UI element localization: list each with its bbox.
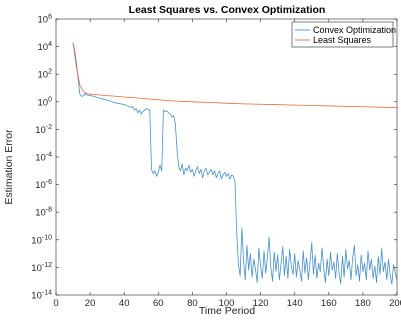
y-axis: 106 104 102 100 10-2 10-4 10-6 10-8 10-10 10-12 10… — [31, 14, 397, 302]
x-tick-label: 40 — [119, 298, 130, 309]
x-tick-label: 60 — [153, 298, 164, 309]
x-axis-label: Time Period — [199, 305, 255, 317]
y-tick-label: 10-2 — [35, 124, 52, 136]
y-tick-label: 10-8 — [35, 207, 52, 219]
legend-entry: Least Squares — [313, 35, 372, 45]
y-tick-label: 10-4 — [35, 152, 52, 164]
chart-title: Least Squares vs. Convex Optimization — [129, 4, 326, 16]
y-tick-label: 106 — [38, 14, 53, 26]
plot-background — [56, 19, 397, 295]
y-tick-label: 10-10 — [31, 234, 52, 246]
legend-box — [291, 21, 394, 48]
x-tick-label: 100 — [219, 298, 235, 309]
y-tick-label: 104 — [38, 41, 53, 53]
legend-entry: Convex Optimization — [313, 25, 396, 35]
series-line-convex-optimization — [72, 42, 398, 285]
y-tick-label: 100 — [38, 96, 53, 108]
x-tick-label: 140 — [287, 298, 303, 309]
y-tick-label: 10-14 — [31, 290, 52, 302]
x-tick-label: 20 — [85, 298, 96, 309]
series-line-least-squares — [72, 42, 398, 108]
x-tick-label: 180 — [355, 298, 371, 309]
x-tick-label: 80 — [187, 298, 198, 309]
x-tick-label: 120 — [253, 298, 269, 309]
y-tick-label: 102 — [38, 69, 53, 81]
x-axis: 0 20 40 60 80 100 120 140 160 180 200 — [53, 19, 401, 309]
y-axis-label: Estimation Error — [3, 129, 15, 205]
y-tick-label: 10-12 — [31, 262, 52, 274]
y-tick-label: 10-6 — [35, 179, 52, 191]
x-tick-label: 160 — [321, 298, 337, 309]
x-tick-label: 0 — [53, 298, 58, 309]
plot-area — [55, 18, 398, 296]
x-tick-label: 200 — [389, 298, 401, 309]
